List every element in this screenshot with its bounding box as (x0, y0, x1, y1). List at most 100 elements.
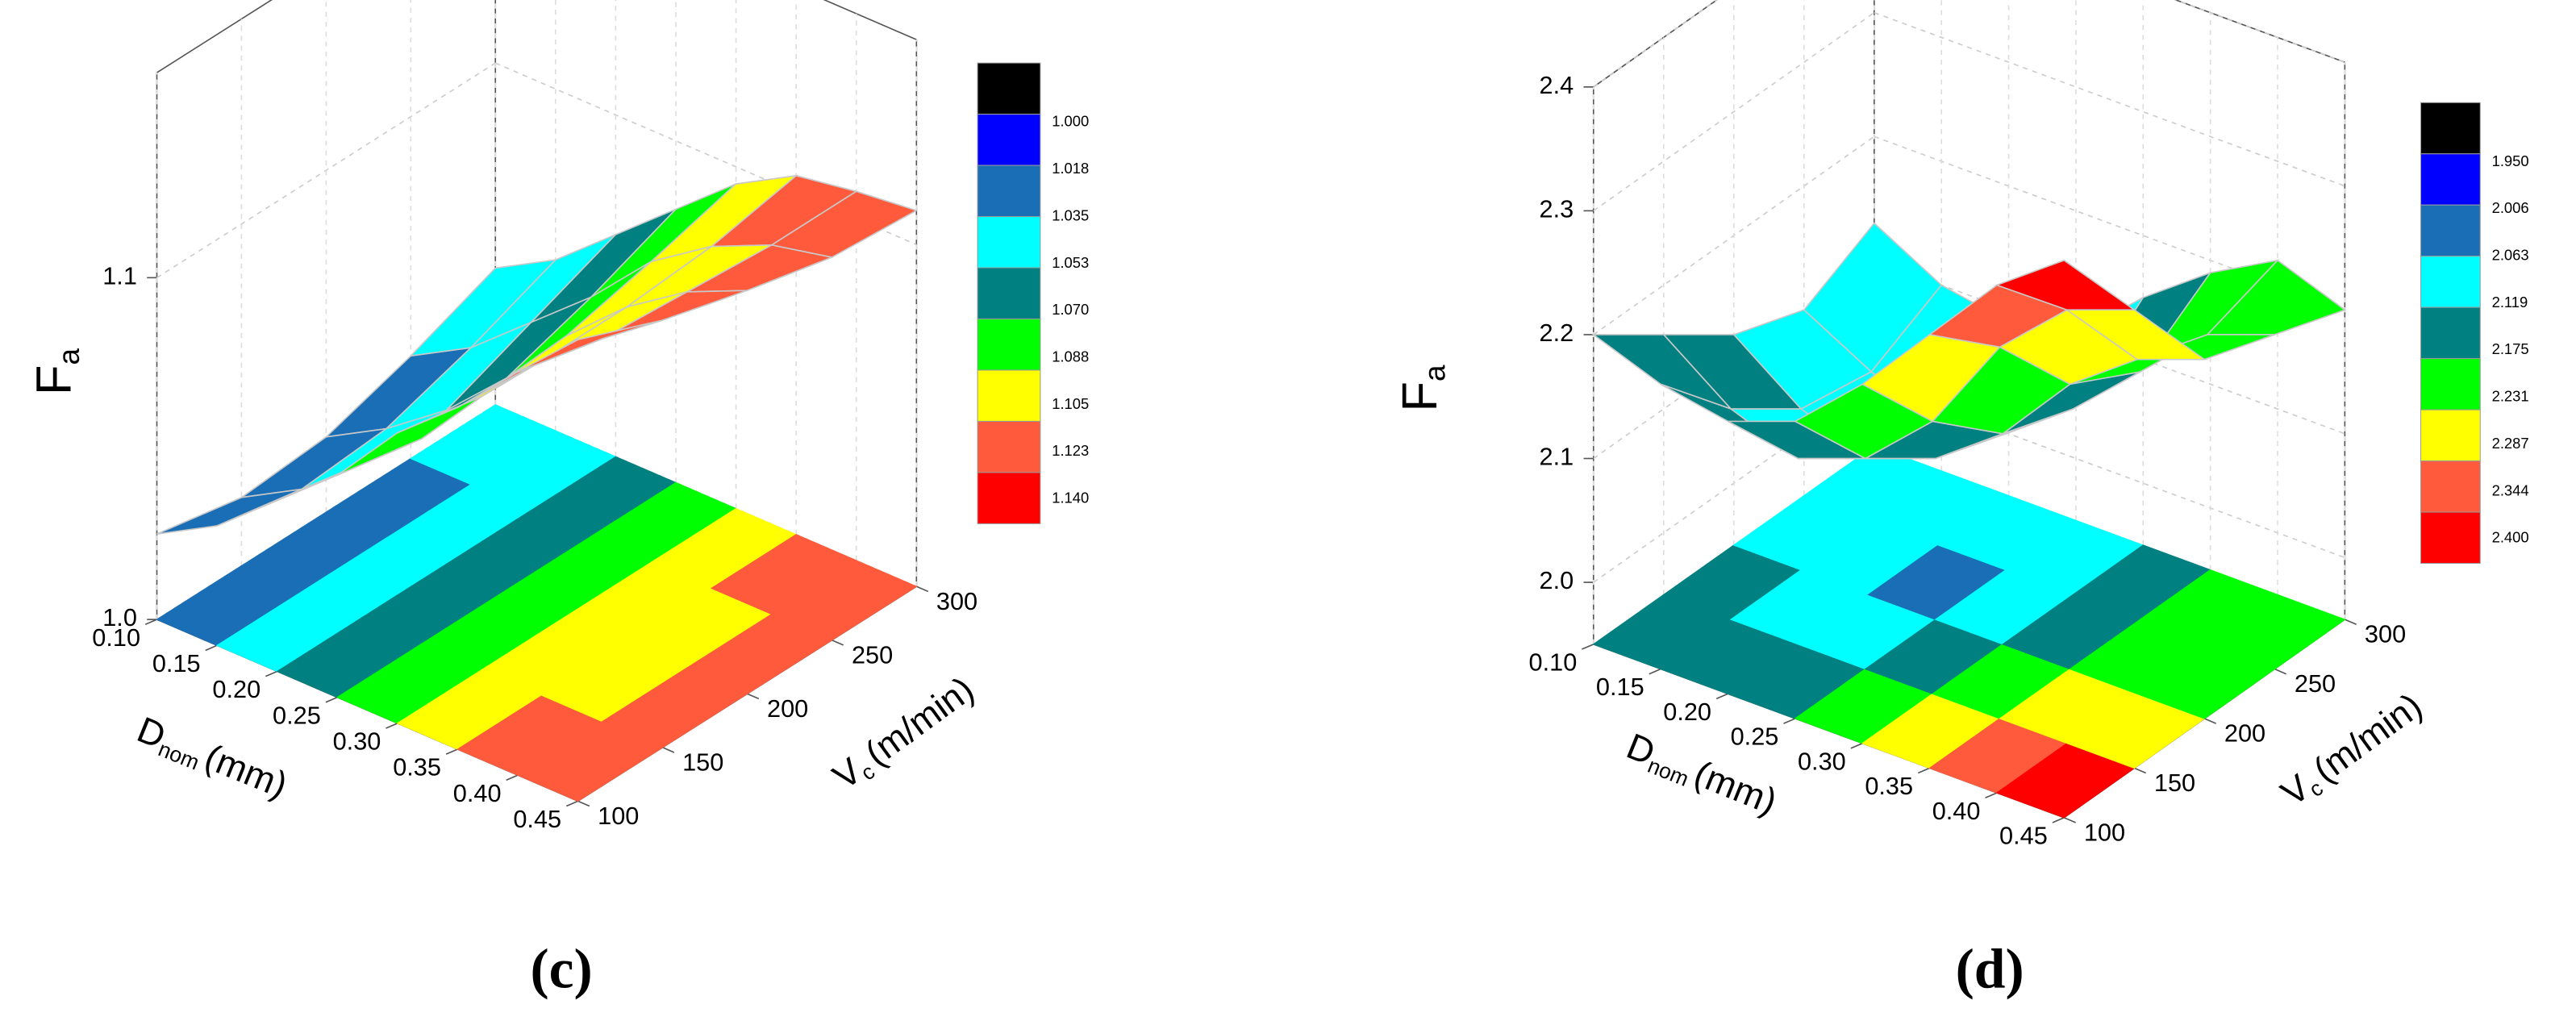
legend-label: 1.053 (1052, 254, 1089, 271)
tick-mark (1715, 693, 1728, 700)
legend-swatch (977, 62, 1041, 115)
tick-mark (1582, 644, 1594, 650)
y-tick-label: 250 (2295, 669, 2336, 698)
z-axis-label-main: F (1392, 381, 1448, 412)
grid-line (1593, 0, 1718, 88)
legend-label: 2.400 (2492, 529, 2529, 546)
grid-line (494, 62, 917, 246)
x-tick-label: 0.45 (513, 805, 561, 833)
surface-cell (1995, 259, 2136, 311)
legend-swatch (2420, 306, 2481, 360)
z-axis-label: Fa (27, 348, 85, 396)
legend-swatch (2420, 102, 2481, 155)
legend-label: 1.140 (1052, 490, 1089, 506)
z-axis-label: Fa (1392, 365, 1451, 412)
tick-mark (565, 800, 578, 807)
x-tick-label: 0.20 (1663, 698, 1711, 726)
z-axis-label-sub: a (1418, 365, 1451, 381)
y-tick-label: 150 (682, 748, 723, 776)
z-tick-label: 2.4 (1540, 71, 1574, 99)
tick-mark (144, 619, 157, 626)
z-tick-label: 2.2 (1540, 319, 1574, 347)
x-axis-label-sub: nom (1644, 753, 1692, 791)
z-axis-label-main: F (27, 365, 82, 396)
legend-label: 2.231 (2492, 388, 2529, 405)
x-axis-label-sub: nom (155, 736, 202, 774)
legend-label: 1.088 (1052, 348, 1089, 365)
y-axis-label: Vc(m/min) (825, 669, 982, 800)
y-tick-label: 100 (598, 802, 639, 830)
x-tick-label: 0.40 (453, 779, 502, 807)
legend-swatch (977, 472, 1041, 524)
x-tick-label: 0.10 (1529, 648, 1578, 677)
legend-swatch (977, 318, 1041, 371)
legend-label: 2.287 (2492, 435, 2529, 452)
y-tick-label: 200 (2224, 719, 2265, 748)
legend-swatch (977, 216, 1041, 269)
legend-swatch (2420, 153, 2481, 206)
legend-label: 1.123 (1052, 442, 1089, 459)
legend-swatch (2420, 204, 2481, 257)
tick-mark (1783, 718, 1796, 724)
legend-swatch (2420, 511, 2481, 565)
grid-line (2174, 0, 2345, 63)
axis-line (823, 0, 917, 40)
tick-mark (386, 723, 398, 729)
z-tick-label: 1.0 (102, 603, 137, 631)
y-tick-label: 250 (852, 640, 893, 669)
tick-mark (577, 800, 590, 807)
legend-swatch (2420, 409, 2481, 462)
surface-cell (156, 488, 302, 535)
grid-line (1874, 11, 2345, 187)
tick-mark (1985, 792, 1998, 799)
legend-swatch (977, 267, 1041, 320)
x-tick-label: 0.30 (1798, 747, 1846, 775)
axis-line (156, 0, 273, 73)
x-tick-label: 0.25 (273, 701, 321, 729)
legend-swatch (2420, 358, 2481, 410)
y-tick-label: 150 (2154, 769, 2195, 797)
y-tick-label: 100 (2084, 818, 2125, 846)
tick-mark (2345, 619, 2357, 626)
tick-mark (832, 639, 844, 646)
tick-mark (325, 696, 338, 703)
tick-mark (662, 747, 675, 753)
grid-line (1593, 12, 1875, 212)
legend-label: 2.119 (2492, 294, 2528, 310)
legend-swatch (977, 165, 1041, 218)
legend-label: 2.344 (2492, 481, 2529, 498)
y-tick-label: 300 (936, 587, 977, 615)
x-tick-label: 0.35 (1865, 772, 1913, 800)
tick-mark (205, 644, 218, 652)
axis-line (1593, 0, 1718, 88)
y-axis-label-unit: (m/min) (857, 669, 981, 774)
tick-mark (445, 748, 458, 755)
y-axis-label: Vc(m/min) (2274, 685, 2431, 816)
legend-label: 1.000 (1052, 113, 1089, 130)
surface-cell (517, 319, 663, 373)
tick-mark (916, 586, 928, 593)
legend-swatch (2420, 460, 2481, 513)
tick-mark (1917, 767, 1930, 774)
x-axis-label: Dnom(mm) (131, 709, 294, 809)
z-tick-label: 1.1 (102, 261, 137, 290)
x-axis-label-unit: (mm) (1689, 752, 1782, 823)
tick-mark (265, 670, 277, 677)
x-tick-label: 0.30 (333, 727, 381, 756)
y-tick-label: 200 (767, 694, 808, 723)
legend-label: 1.070 (1052, 301, 1089, 318)
panel-label: (c) (530, 938, 592, 1000)
tick-mark (506, 774, 519, 781)
y-axis-label-unit: (m/min) (2306, 685, 2429, 790)
legend-swatch (977, 420, 1041, 473)
legend-label: 1.018 (1052, 160, 1089, 177)
tick-mark (1850, 742, 1863, 749)
legend-label: 2.006 (2492, 199, 2529, 216)
legend-label: 2.063 (2492, 247, 2529, 264)
x-axis-label-unit: (mm) (199, 736, 293, 806)
x-tick-label: 0.15 (1596, 673, 1644, 701)
legend-label: 1.950 (2492, 152, 2529, 169)
legend-label: 1.105 (1052, 395, 1089, 412)
